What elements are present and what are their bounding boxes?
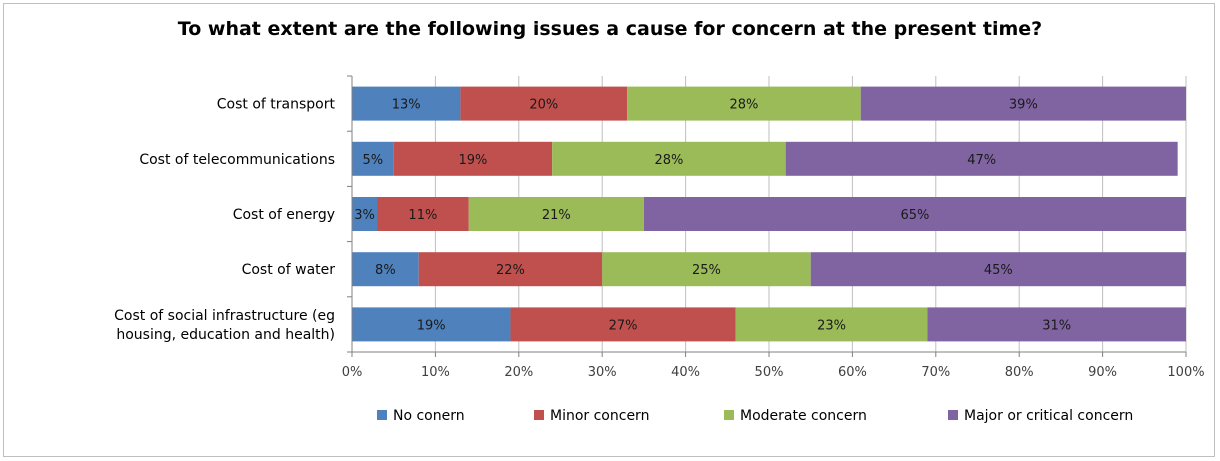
data-label: 65%	[900, 208, 929, 223]
data-label: 31%	[1042, 318, 1071, 333]
category-label: Cost of social infrastructure (eg	[114, 308, 335, 324]
data-label: 27%	[609, 318, 638, 333]
bar-segment	[643, 197, 1186, 231]
category-label: Cost of energy	[233, 207, 335, 223]
bar-segment	[418, 252, 603, 287]
data-label: 25%	[692, 263, 721, 278]
bar-segment	[602, 252, 811, 287]
legend-label: Minor concern	[550, 408, 649, 424]
x-tick-label: 80%	[1005, 365, 1034, 380]
data-label: 47%	[967, 153, 996, 168]
data-label: 3%	[354, 208, 375, 223]
legend-label: Moderate concern	[740, 408, 867, 424]
bar-segment	[352, 252, 419, 287]
x-tick-label: 70%	[921, 365, 950, 380]
data-label: 39%	[1009, 98, 1038, 113]
bar-segment	[785, 141, 1178, 176]
category-label: Cost of water	[242, 262, 336, 278]
data-label: 13%	[392, 98, 421, 113]
category-label: housing, education and health)	[116, 327, 335, 343]
axes: 0% 10% 20% 30% 40% 50% 60% 70% 80% 90% 100%	[342, 75, 1205, 380]
x-tick-label: 0%	[342, 365, 363, 380]
legend: No conern Minor concern Moderate concern Ma…	[377, 408, 1133, 424]
data-label: 28%	[654, 153, 683, 168]
bar-segment	[627, 86, 861, 121]
category-label: Cost of telecommunications	[139, 152, 335, 168]
legend-swatch	[377, 410, 387, 420]
x-tick-label: 90%	[1088, 365, 1117, 380]
data-label: 23%	[817, 318, 846, 333]
bar-segment	[352, 307, 511, 342]
legend-swatch	[948, 410, 958, 420]
legend-swatch	[724, 410, 734, 420]
data-label: 20%	[529, 98, 558, 113]
legend-label: Major or critical concern	[964, 408, 1133, 424]
data-label: 22%	[496, 263, 525, 278]
chart-title: To what extent are the following issues …	[177, 18, 1043, 40]
bar-segment	[352, 197, 378, 231]
data-label: 11%	[408, 208, 437, 223]
bar-segment	[510, 307, 736, 342]
x-tick-label: 40%	[671, 365, 700, 380]
bar-segment	[377, 197, 469, 231]
bar-segment	[735, 307, 928, 342]
legend-label: No conern	[393, 408, 465, 424]
data-label: 21%	[542, 208, 571, 223]
x-tick-label: 30%	[588, 365, 617, 380]
bar-segment	[352, 141, 394, 176]
data-label: 19%	[417, 318, 446, 333]
data-label: 5%	[363, 153, 384, 168]
category-label: Cost of transport	[217, 97, 336, 113]
x-tick-label: 50%	[755, 365, 784, 380]
bar-segment	[468, 197, 644, 231]
data-label: 45%	[984, 263, 1013, 278]
legend-swatch	[534, 410, 544, 420]
x-tick-label: 20%	[504, 365, 533, 380]
data-label: 8%	[375, 263, 396, 278]
bar-segment	[393, 141, 553, 176]
bar-segment	[352, 86, 461, 121]
labels: 13% 20% 28% 39% Cost of transport 5% 19% 28% 47%…	[114, 97, 1071, 343]
bars	[352, 86, 1186, 342]
x-tick-label: 60%	[838, 365, 867, 380]
bar-segment	[860, 86, 1186, 121]
bar-segment	[460, 86, 628, 121]
data-label: 28%	[730, 98, 759, 113]
x-tick-label: 100%	[1167, 365, 1204, 380]
bar-segment	[927, 307, 1186, 342]
x-tick-label: 10%	[421, 365, 450, 380]
bar-segment	[810, 252, 1186, 287]
bar-segment	[552, 141, 786, 176]
data-label: 19%	[458, 153, 487, 168]
